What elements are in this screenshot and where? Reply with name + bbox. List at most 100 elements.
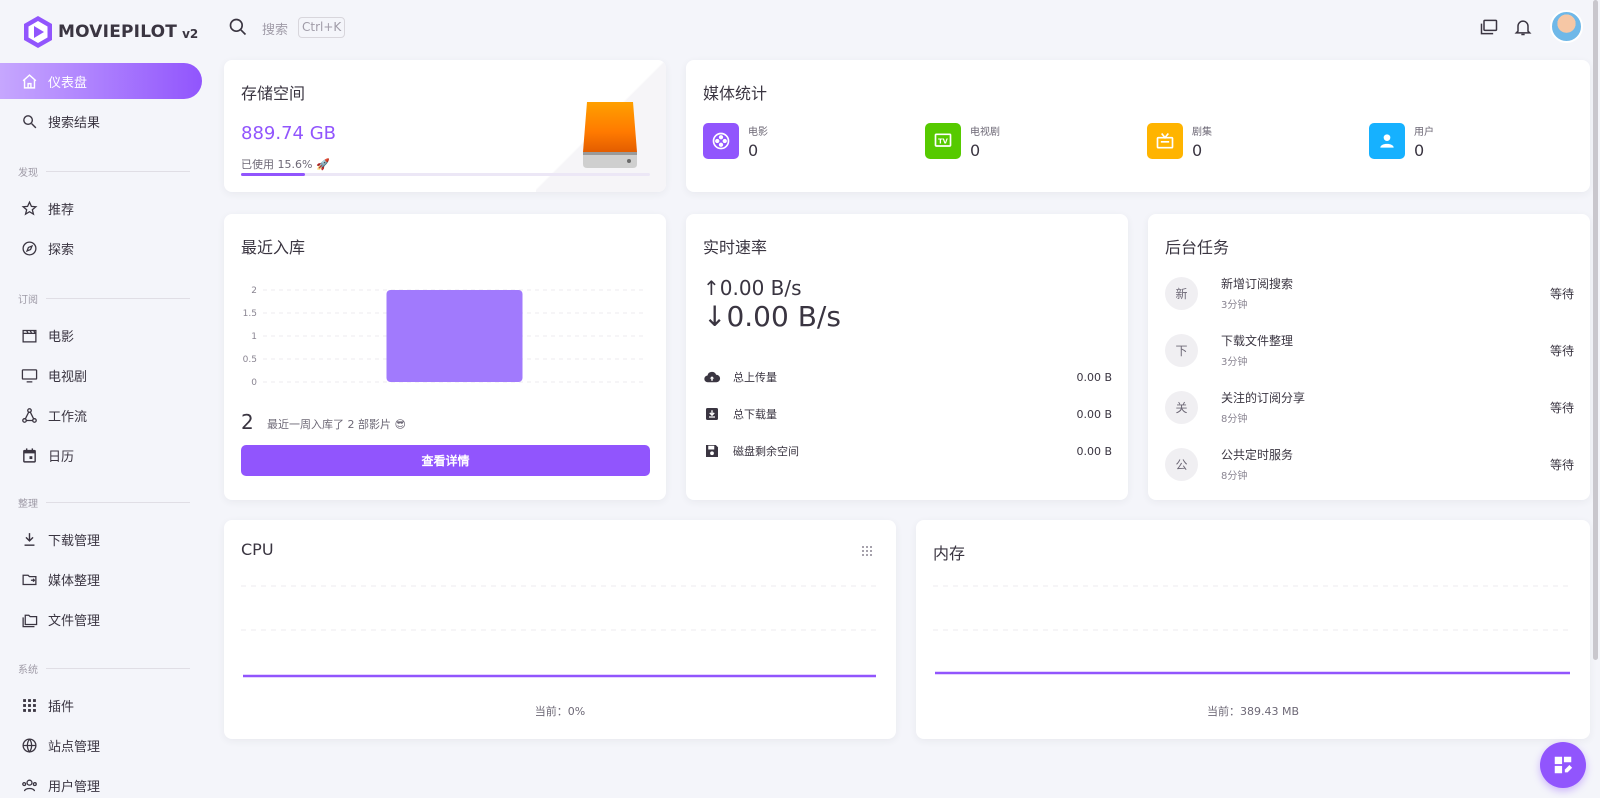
sidebar-item-dashboard[interactable]: 仪表盘 [0,63,202,99]
task-avatar: 关 [1165,390,1198,424]
bell-icon[interactable] [1513,17,1533,37]
task-name: 关注的订阅分享 [1221,391,1306,405]
task-item[interactable]: 公 公共定时服务 8分钟 等待 [1165,446,1574,482]
stat-users[interactable]: 用户 0 [1369,123,1434,160]
sidebar-item-label: 用户管理 [48,779,101,795]
rocket-icon: 🚀 [315,158,330,171]
files-icon [20,610,38,628]
memory-chart [933,585,1572,675]
folder-move-icon [20,570,38,588]
storage-progress-fill [241,173,305,176]
sidebar-item-sites[interactable]: 站点管理 [0,727,202,763]
task-status: 等待 [1549,400,1574,415]
drag-handle-icon[interactable] [861,545,873,557]
grid-icon [20,696,38,714]
row-label: 磁盘剩余空间 [733,445,799,458]
sidebar-item-label: 仪表盘 [48,75,88,91]
recent-count: 2 [241,410,254,434]
task-status: 等待 [1549,343,1574,358]
sidebar-item-label: 工作流 [48,409,88,425]
task-name: 下载文件整理 [1221,334,1294,348]
speed-title: 实时速率 [703,238,768,257]
customize-layout-button[interactable] [1540,742,1586,788]
search-input[interactable]: 搜索 [262,23,289,38]
sidebar-item-workflow[interactable]: 工作流 [0,397,202,433]
sidebar-item-plugins[interactable]: 插件 [0,687,202,723]
stat-value: 0 [1192,141,1203,160]
recent-card: 最近入库 0 0.5 1 1.5 2 2 最近一周入库了 2 部影片 😎 查看详情 [224,214,666,500]
sidebar-item-explore[interactable]: 探索 [0,230,202,266]
windows-icon[interactable] [1479,17,1499,37]
stat-value: 0 [970,141,981,160]
memory-current: 当前：389.43 MB [1206,705,1300,718]
svg-text:TV: TV [938,138,949,146]
app-name: MOVIEPILOT [58,22,178,42]
recent-title: 最近入库 [241,238,306,257]
recent-chart: 0 0.5 1 1.5 2 [243,286,646,388]
search-icon[interactable] [228,17,248,37]
task-status: 等待 [1549,286,1574,301]
row-value: 0.00 B [1076,407,1112,421]
sidebar-item-users[interactable]: 用户管理 [0,767,202,798]
task-avatar: 公 [1165,447,1198,481]
row-value: 0.00 B [1076,370,1112,384]
sidebar-item-label: 插件 [48,699,75,715]
stat-movies[interactable]: 电影 0 [703,123,768,160]
scrollbar[interactable] [1593,0,1598,660]
task-item[interactable]: 新 新增订阅搜索 3分钟 等待 [1165,275,1574,311]
compass-icon [20,239,38,257]
task-name: 公共定时服务 [1221,448,1294,462]
total-download-row: 总下载量 0.00 B [703,404,1112,424]
speed-card: 实时速率 ↑0.00 B/s ↓0.00 B/s 总上传量 0.00 B 总下载… [686,214,1128,500]
clapper-icon [20,326,38,344]
sidebar-item-recommend[interactable]: 推荐 [0,190,202,226]
workflow-icon [20,406,38,424]
view-details-button[interactable]: 查看详情 [241,445,650,476]
memory-card: 内存 当前：389.43 MB [916,520,1590,739]
chart-bar[interactable] [386,290,523,382]
sidebar-item-label: 日历 [48,449,75,465]
task-name: 新增订阅搜索 [1221,277,1294,291]
cpu-title: CPU [241,540,274,559]
app-logo[interactable]: MOVIEPILOT v2 [22,14,198,50]
task-status: 等待 [1549,457,1574,472]
users-icon [20,776,38,794]
star-icon [20,199,38,217]
search-icon [20,112,38,130]
task-item[interactable]: 关 关注的订阅分享 8分钟 等待 [1165,389,1574,425]
stat-episodes[interactable]: 剧集 0 [1147,123,1212,160]
sidebar-item-tv[interactable]: 电视剧 [0,357,202,393]
sidebar-item-label: 探索 [48,242,75,258]
media-title: 媒体统计 [703,84,768,103]
save-icon [706,445,718,457]
stat-tv[interactable]: TV 电视剧 0 [925,123,1000,160]
upload-speed: ↑0.00 B/s [703,276,802,300]
retro-tv-icon [1147,123,1183,159]
sidebar-item-search-results[interactable]: 搜索结果 [0,103,202,139]
sidebar-item-calendar[interactable]: 日历 [0,437,202,473]
storage-card: 存储空间 889.74 GB 已使用 15.6% 🚀 [224,60,666,192]
sidebar-item-files[interactable]: 文件管理 [0,601,202,637]
sidebar-item-movies[interactable]: 电影 [0,317,202,353]
memory-title: 内存 [933,544,966,563]
download-icon [20,530,38,548]
task-time: 3分钟 [1221,300,1248,311]
task-avatar: 新 [1165,276,1198,310]
task-item[interactable]: 下 下载文件整理 3分钟 等待 [1165,332,1574,368]
sidebar-item-label: 电视剧 [48,369,88,385]
section-discover: 发现 [18,164,190,179]
storage-value: 889.74 GB [241,123,337,144]
logo-icon [24,16,52,48]
sidebar-item-label: 电影 [48,329,75,345]
cpu-current: 当前：0% [534,705,586,718]
monitor-icon [20,366,38,384]
section-organize: 整理 [18,495,190,510]
storage-title: 存储空间 [241,84,306,103]
film-reel-icon [703,123,739,159]
sidebar-item-label: 搜索结果 [48,115,101,131]
sidebar-item-media-organize[interactable]: 媒体整理 [0,561,202,597]
sidebar-item-label: 文件管理 [48,613,101,629]
stat-label: 电影 [748,127,768,138]
sidebar-item-downloads[interactable]: 下载管理 [0,521,202,557]
avatar[interactable] [1550,10,1583,43]
